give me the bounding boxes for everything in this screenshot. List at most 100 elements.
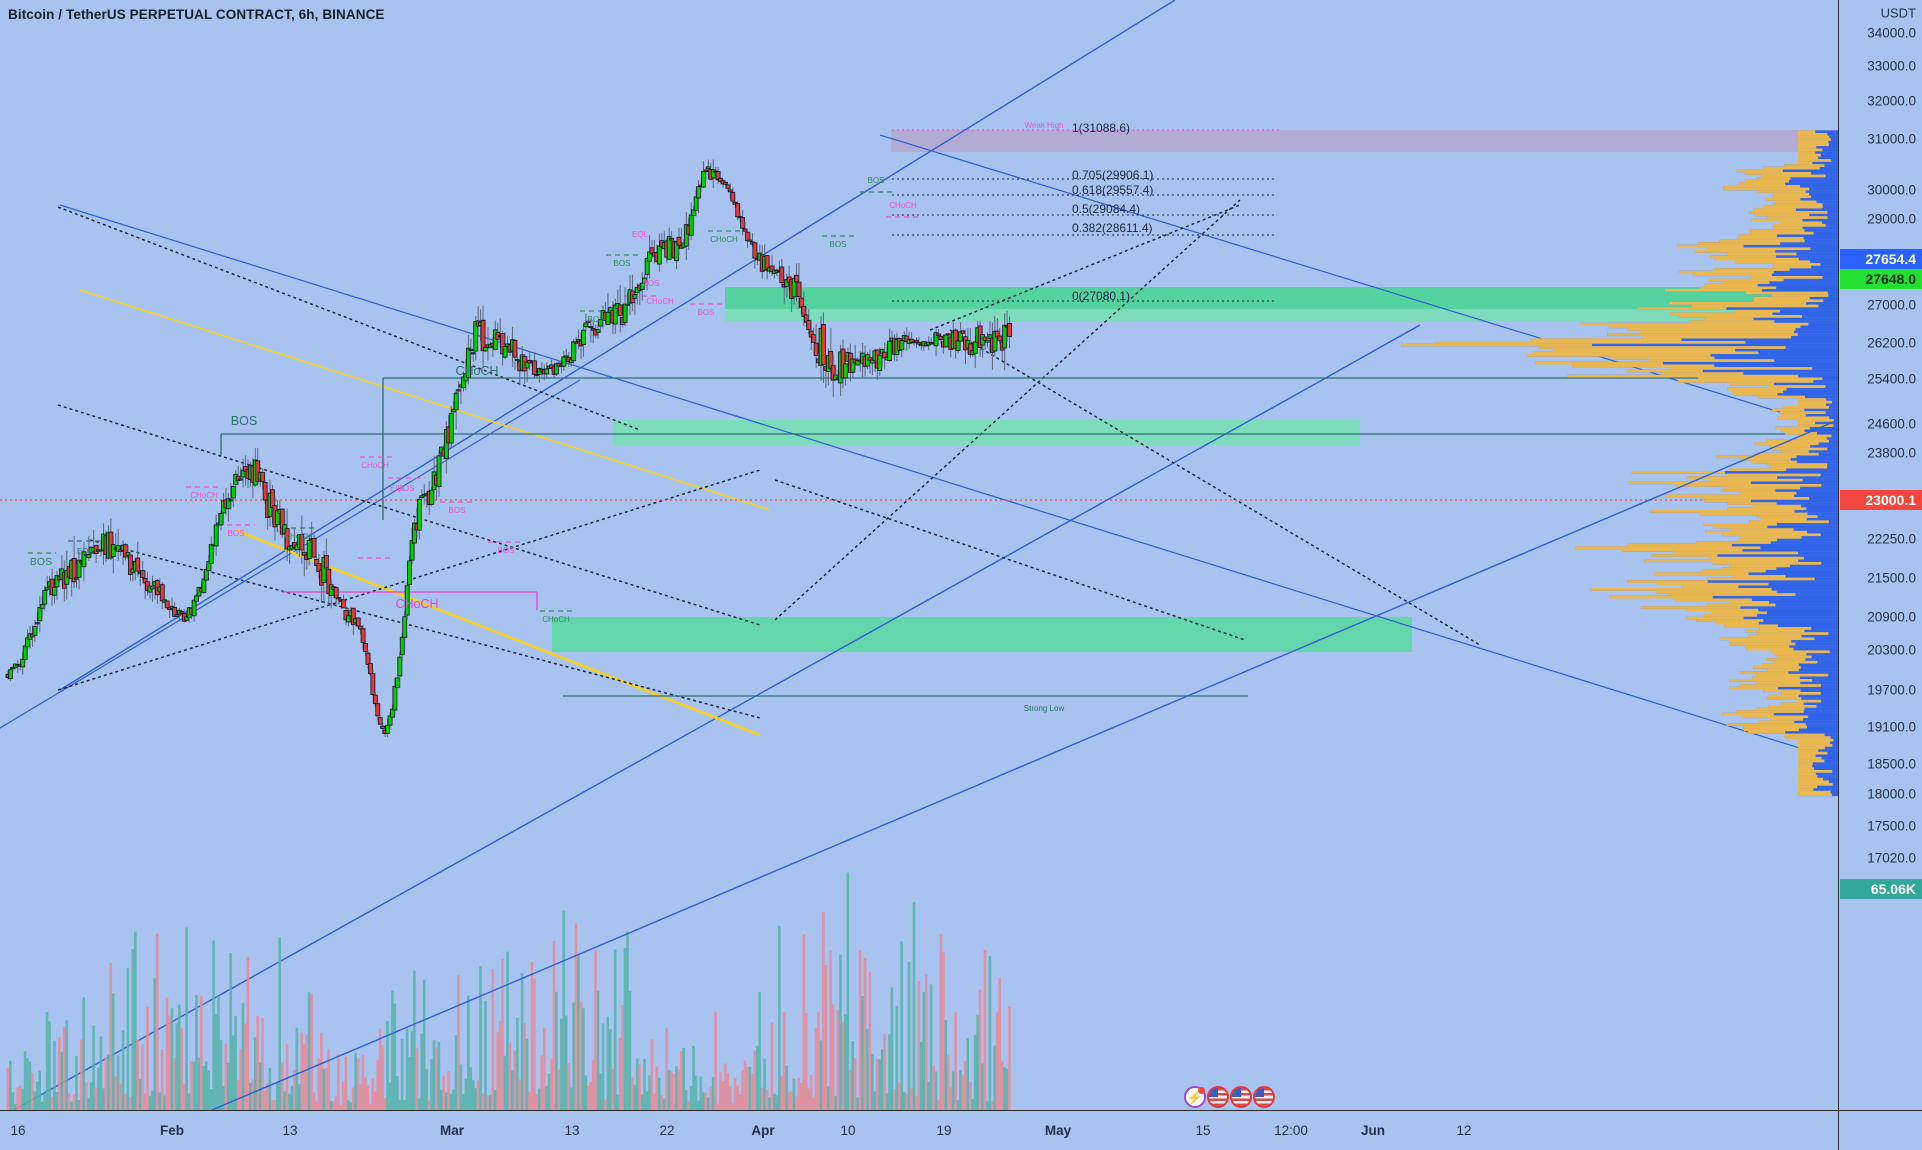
avg-price[interactable]: 23000.1 bbox=[1840, 490, 1922, 510]
economic-event-badge[interactable]: ⚡ bbox=[1184, 1086, 1206, 1108]
trendline-blue-rising-lower bbox=[12, 397, 1291, 1110]
price-tick: 20900.0 bbox=[1867, 609, 1916, 625]
structure-label-strong-low: Strong Low bbox=[1023, 704, 1065, 713]
price-tick: 17500.0 bbox=[1867, 818, 1916, 834]
time-tick: Feb bbox=[159, 1123, 185, 1138]
structure-label-choch: CHoCH bbox=[361, 461, 389, 470]
fib-level-label: 0.705(29906.1) bbox=[1072, 168, 1154, 182]
trendline-dotted-1 bbox=[57, 206, 641, 431]
us-flag-badge-3[interactable] bbox=[1253, 1086, 1275, 1108]
candlestick-series bbox=[5, 159, 1012, 738]
fibonacci-lines bbox=[892, 178, 1275, 302]
price-tick: 18000.0 bbox=[1867, 786, 1916, 802]
structure-label-bos: BOS bbox=[697, 308, 715, 317]
fib-level-label: 0.618(29557.4) bbox=[1072, 183, 1154, 197]
volume-bars bbox=[6, 872, 1011, 1110]
structure-label-choch: CHoCH bbox=[190, 491, 218, 500]
structure-label-choch: CHoCH bbox=[710, 235, 738, 244]
structure-label-bos: BOS bbox=[613, 259, 631, 268]
time-tick: May bbox=[1044, 1123, 1072, 1138]
time-tick: 12 bbox=[1456, 1123, 1472, 1138]
volume-pane bbox=[6, 419, 1839, 1111]
volume[interactable]: 65.06K bbox=[1840, 879, 1922, 899]
fib-level-label: 0.382(28611.4) bbox=[1072, 221, 1153, 235]
structure-label-bos: BOS bbox=[497, 546, 515, 555]
chart-title: Bitcoin / TetherUS PERPETUAL CONTRACT, 6… bbox=[8, 7, 385, 22]
trendline-blue-descending bbox=[59, 204, 1838, 761]
fib-level-label: 0.5(29084.4) bbox=[1072, 202, 1141, 216]
trendline-dotted-4 bbox=[89, 539, 761, 719]
structure-label-bos: BOS bbox=[230, 413, 258, 428]
axis-corner-separator bbox=[1838, 1111, 1839, 1150]
time-tick: 10 bbox=[840, 1123, 856, 1138]
structure-label-bos: BOS bbox=[397, 484, 415, 493]
structure-label-bos: BOS bbox=[29, 555, 53, 568]
trendline-blue-rising-lower-ext bbox=[1289, 324, 1421, 399]
time-tick: 15 bbox=[1195, 1123, 1211, 1138]
structure-label-bos: BOS bbox=[587, 315, 605, 324]
us-flag-badge-2[interactable] bbox=[1230, 1086, 1252, 1108]
structure-label-bos: BOS bbox=[642, 279, 660, 288]
trendline-blue-rising-upper bbox=[59, 0, 1176, 691]
price-tick: 25400.0 bbox=[1867, 371, 1916, 387]
structure-label-bos: BOS bbox=[867, 176, 885, 185]
trendline-blue-rising-mid bbox=[0, 379, 581, 729]
structure-label-eql: EQL bbox=[389, 484, 407, 493]
structure-label-choch: CHoCH bbox=[542, 615, 570, 624]
price-tick: 32000.0 bbox=[1867, 93, 1916, 109]
trendline-dotted-7 bbox=[949, 329, 1481, 646]
time-tick: 19 bbox=[936, 1123, 952, 1138]
time-tick: 13 bbox=[282, 1123, 298, 1138]
volume-pane-trendline bbox=[211, 419, 1839, 1111]
trendline-yellow-descending bbox=[79, 289, 771, 511]
price-tick: 33000.0 bbox=[1867, 58, 1916, 74]
structure-label-choch: CHoCH bbox=[646, 297, 674, 306]
price-tick: 19100.0 bbox=[1867, 719, 1916, 735]
structure-label-choch: CHoCH bbox=[284, 532, 312, 541]
drawings-layer bbox=[0, 0, 1838, 1110]
trendline-dotted-5 bbox=[774, 199, 1241, 621]
trendline-dotted-6 bbox=[774, 479, 1246, 641]
time-tick: Mar bbox=[439, 1123, 465, 1138]
price-axis[interactable]: USDT 34000.0 33000.0 32000.0 31000.0 30000.0… bbox=[1838, 0, 1922, 1110]
price-tick: 19700.0 bbox=[1867, 682, 1916, 698]
price-tick: 26200.0 bbox=[1867, 335, 1916, 351]
structure-label-choch: CHoCH bbox=[455, 363, 499, 378]
time-tick: Apr bbox=[751, 1123, 775, 1138]
structure-label-weak-high: Weak High bbox=[1024, 121, 1064, 130]
price-tick: 20300.0 bbox=[1867, 642, 1916, 658]
time-axis[interactable]: 16 Feb 13 Mar 13 22 Apr 10 19 May 15 12:00 Jun 12 bbox=[0, 1110, 1922, 1150]
price-tick: 21500.0 bbox=[1867, 570, 1916, 586]
structure-label-eql: EQL bbox=[76, 547, 94, 556]
price-axis-unit: USDT bbox=[1880, 5, 1916, 21]
price-tick: 29000.0 bbox=[1867, 211, 1916, 227]
price-tick: 18500.0 bbox=[1867, 756, 1916, 772]
structure-label-choch: CHoCH bbox=[395, 596, 439, 611]
price-tick: 23800.0 bbox=[1867, 445, 1916, 461]
time-tick: 16 bbox=[10, 1123, 26, 1138]
structure-segments-major bbox=[220, 377, 1838, 520]
us-flag-badge-1[interactable] bbox=[1207, 1086, 1229, 1108]
trendline-dotted-8 bbox=[929, 204, 1241, 331]
bid-price[interactable]: 27648.0 bbox=[1840, 269, 1922, 289]
time-tick: 22 bbox=[659, 1123, 675, 1138]
price-tick: 24600.0 bbox=[1867, 416, 1916, 432]
price-tick: 17020.0 bbox=[1867, 850, 1916, 866]
structure-label-eql: EQL bbox=[631, 230, 649, 239]
price-tick: 22250.0 bbox=[1867, 531, 1916, 547]
fib-level-label: 1(31088.6) bbox=[1072, 121, 1131, 135]
event-badges-row[interactable]: ⚡ bbox=[1184, 1086, 1275, 1108]
structure-label-bos: BOS bbox=[448, 506, 466, 515]
time-tick: Jun bbox=[1360, 1123, 1386, 1138]
fib-level-label: 0(27080.1) bbox=[1072, 289, 1131, 303]
structure-label-bos: BOS bbox=[829, 240, 847, 249]
price-tick: 27000.0 bbox=[1867, 297, 1916, 313]
price-tick: 31000.0 bbox=[1867, 131, 1916, 147]
price-tick: 30000.0 bbox=[1867, 182, 1916, 198]
volume-profile-value-area bbox=[1401, 130, 1834, 797]
time-tick: 12:00 bbox=[1274, 1123, 1308, 1138]
time-tick: 13 bbox=[564, 1123, 580, 1138]
last-price[interactable]: 27654.4 bbox=[1840, 249, 1922, 269]
structure-label-bos: BOS bbox=[227, 529, 245, 538]
